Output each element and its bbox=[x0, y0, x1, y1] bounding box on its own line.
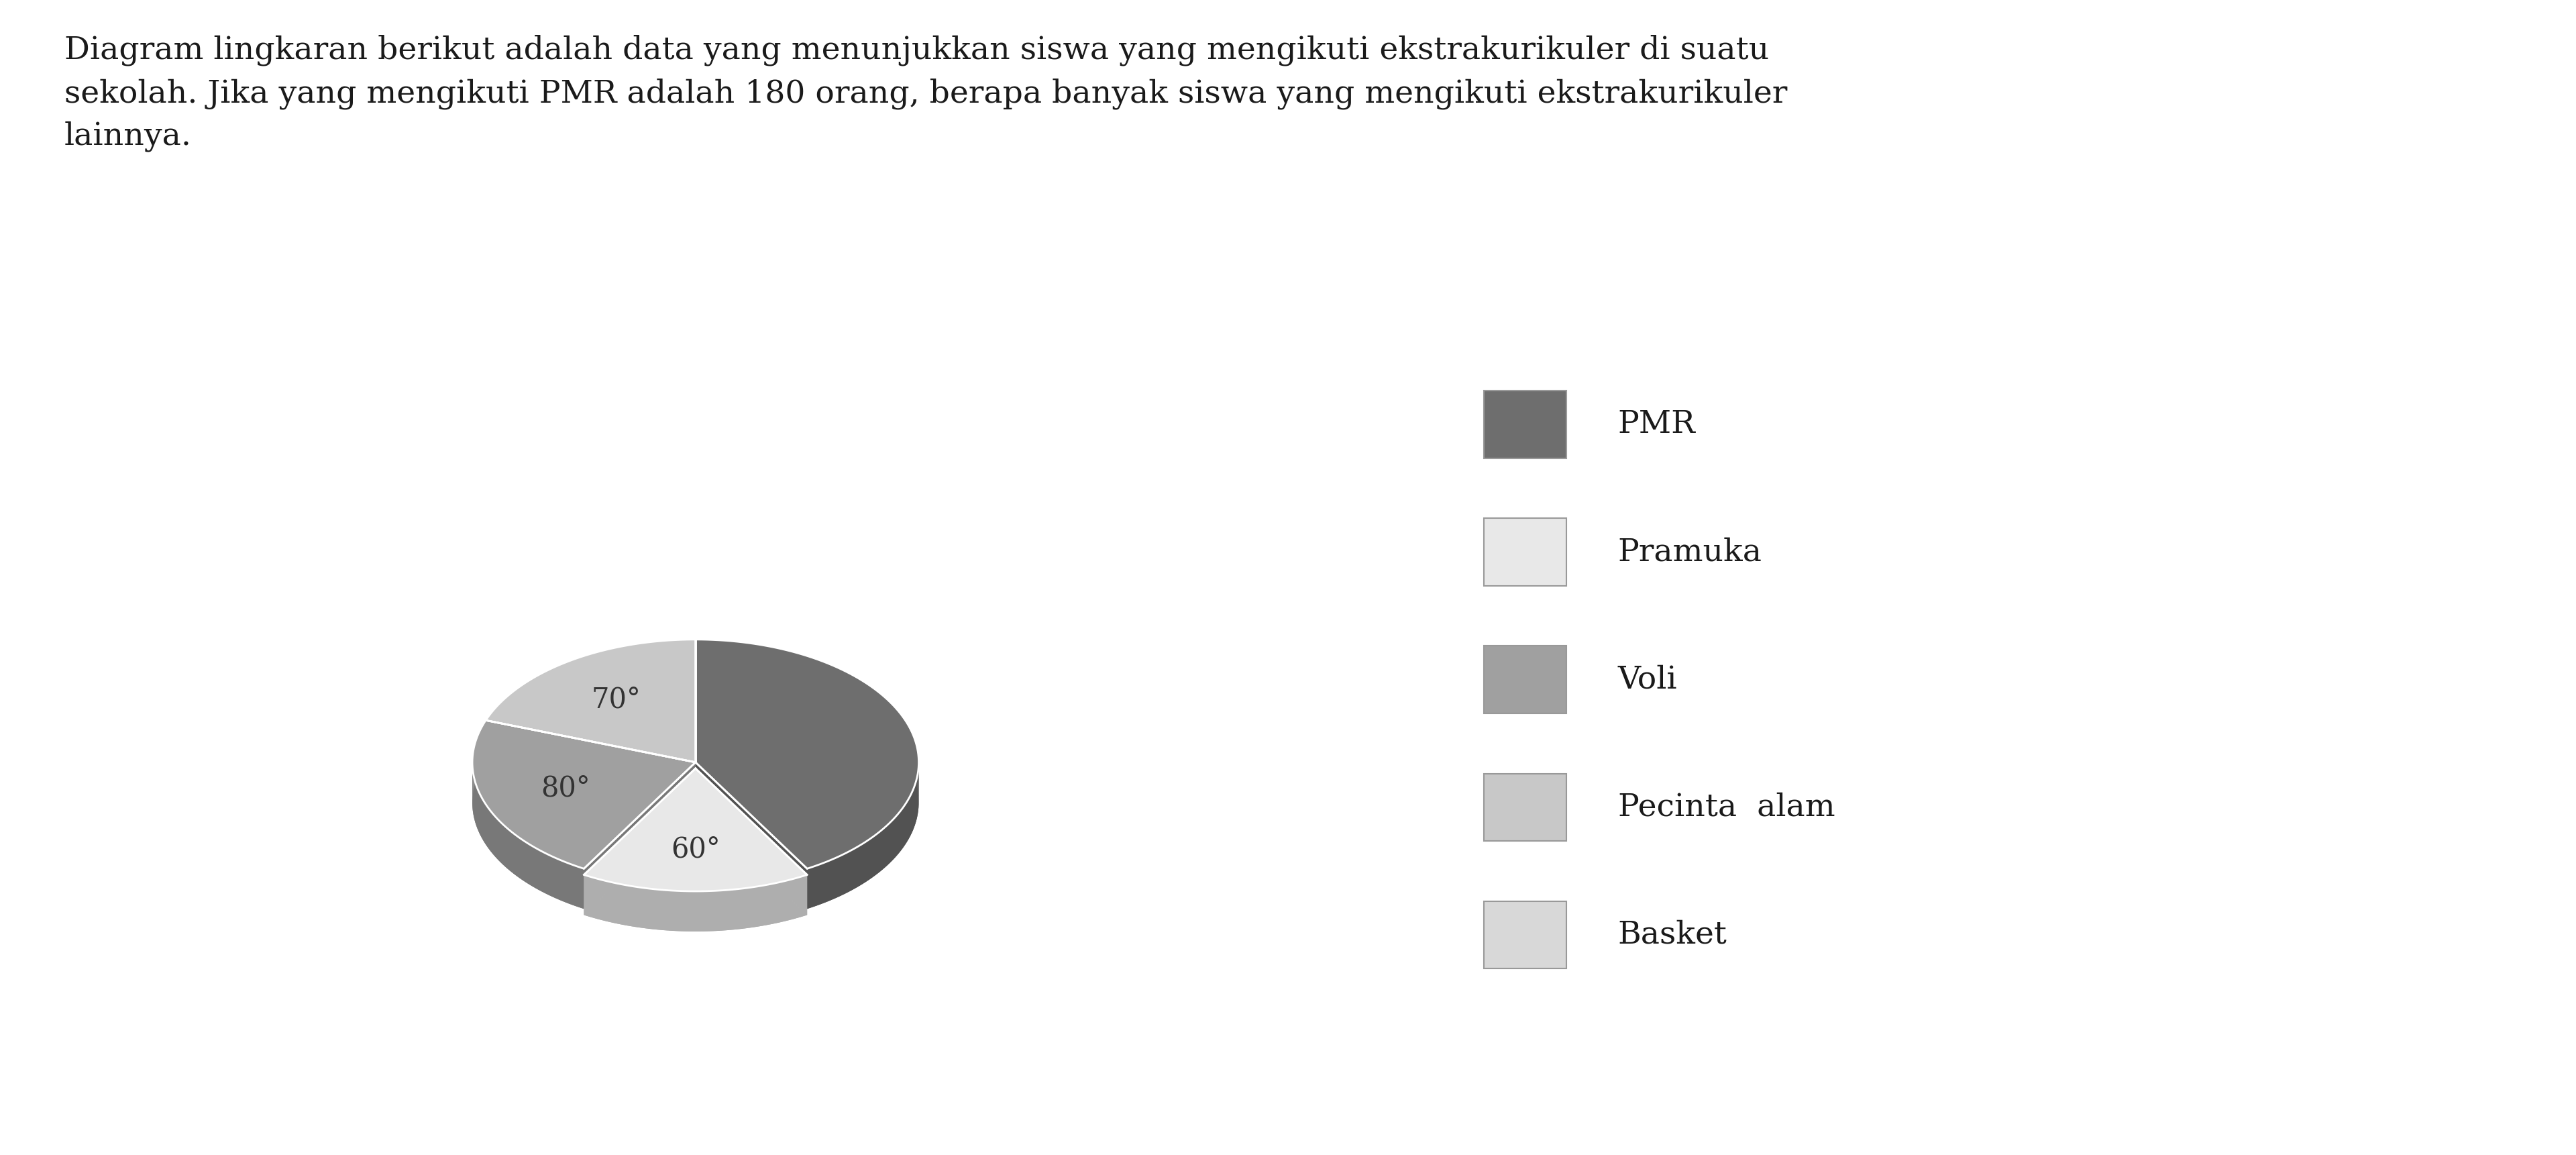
Polygon shape bbox=[850, 849, 853, 892]
Text: PMR: PMR bbox=[1618, 409, 1695, 440]
Text: 60°: 60° bbox=[670, 835, 721, 864]
Polygon shape bbox=[863, 842, 866, 885]
Text: Basket: Basket bbox=[1618, 919, 1726, 951]
Polygon shape bbox=[889, 820, 891, 863]
Polygon shape bbox=[696, 768, 806, 915]
Text: Voli: Voli bbox=[1618, 664, 1677, 695]
Polygon shape bbox=[585, 762, 696, 909]
Polygon shape bbox=[569, 864, 574, 906]
Text: Pramuka: Pramuka bbox=[1618, 537, 1762, 567]
Polygon shape bbox=[696, 762, 806, 909]
Polygon shape bbox=[891, 818, 894, 860]
Polygon shape bbox=[487, 640, 696, 762]
Polygon shape bbox=[567, 863, 569, 904]
Polygon shape bbox=[806, 867, 811, 909]
Polygon shape bbox=[884, 826, 886, 869]
Text: Diagram lingkaran berikut adalah data yang menunjukkan siswa yang mengikuti ekst: Diagram lingkaran berikut adalah data ya… bbox=[64, 35, 1788, 151]
FancyBboxPatch shape bbox=[1484, 774, 1566, 841]
FancyBboxPatch shape bbox=[1484, 519, 1566, 586]
Polygon shape bbox=[471, 721, 696, 869]
Polygon shape bbox=[840, 854, 845, 896]
Polygon shape bbox=[696, 679, 920, 909]
Polygon shape bbox=[817, 864, 822, 906]
Polygon shape bbox=[487, 679, 696, 803]
Polygon shape bbox=[853, 847, 858, 889]
Polygon shape bbox=[886, 824, 889, 866]
Polygon shape bbox=[577, 866, 580, 907]
FancyBboxPatch shape bbox=[1484, 901, 1566, 969]
Polygon shape bbox=[881, 828, 884, 872]
Text: 80°: 80° bbox=[541, 774, 590, 803]
Polygon shape bbox=[696, 640, 920, 869]
Polygon shape bbox=[837, 856, 840, 897]
Polygon shape bbox=[811, 865, 817, 907]
Polygon shape bbox=[582, 867, 585, 909]
FancyBboxPatch shape bbox=[1484, 390, 1566, 459]
Polygon shape bbox=[585, 768, 806, 892]
Polygon shape bbox=[574, 865, 577, 907]
Polygon shape bbox=[585, 808, 806, 931]
Polygon shape bbox=[871, 836, 873, 879]
Polygon shape bbox=[873, 834, 876, 877]
Polygon shape bbox=[876, 832, 881, 874]
Polygon shape bbox=[580, 867, 582, 908]
Polygon shape bbox=[866, 840, 871, 882]
Text: Pecinta  alam: Pecinta alam bbox=[1618, 792, 1834, 822]
Text: 70°: 70° bbox=[592, 686, 641, 714]
Polygon shape bbox=[822, 862, 827, 903]
Polygon shape bbox=[845, 851, 850, 894]
FancyBboxPatch shape bbox=[1484, 646, 1566, 714]
Polygon shape bbox=[471, 760, 696, 909]
Polygon shape bbox=[858, 844, 863, 887]
Polygon shape bbox=[832, 858, 837, 900]
Polygon shape bbox=[827, 859, 832, 902]
Polygon shape bbox=[894, 814, 896, 858]
Polygon shape bbox=[585, 768, 696, 915]
